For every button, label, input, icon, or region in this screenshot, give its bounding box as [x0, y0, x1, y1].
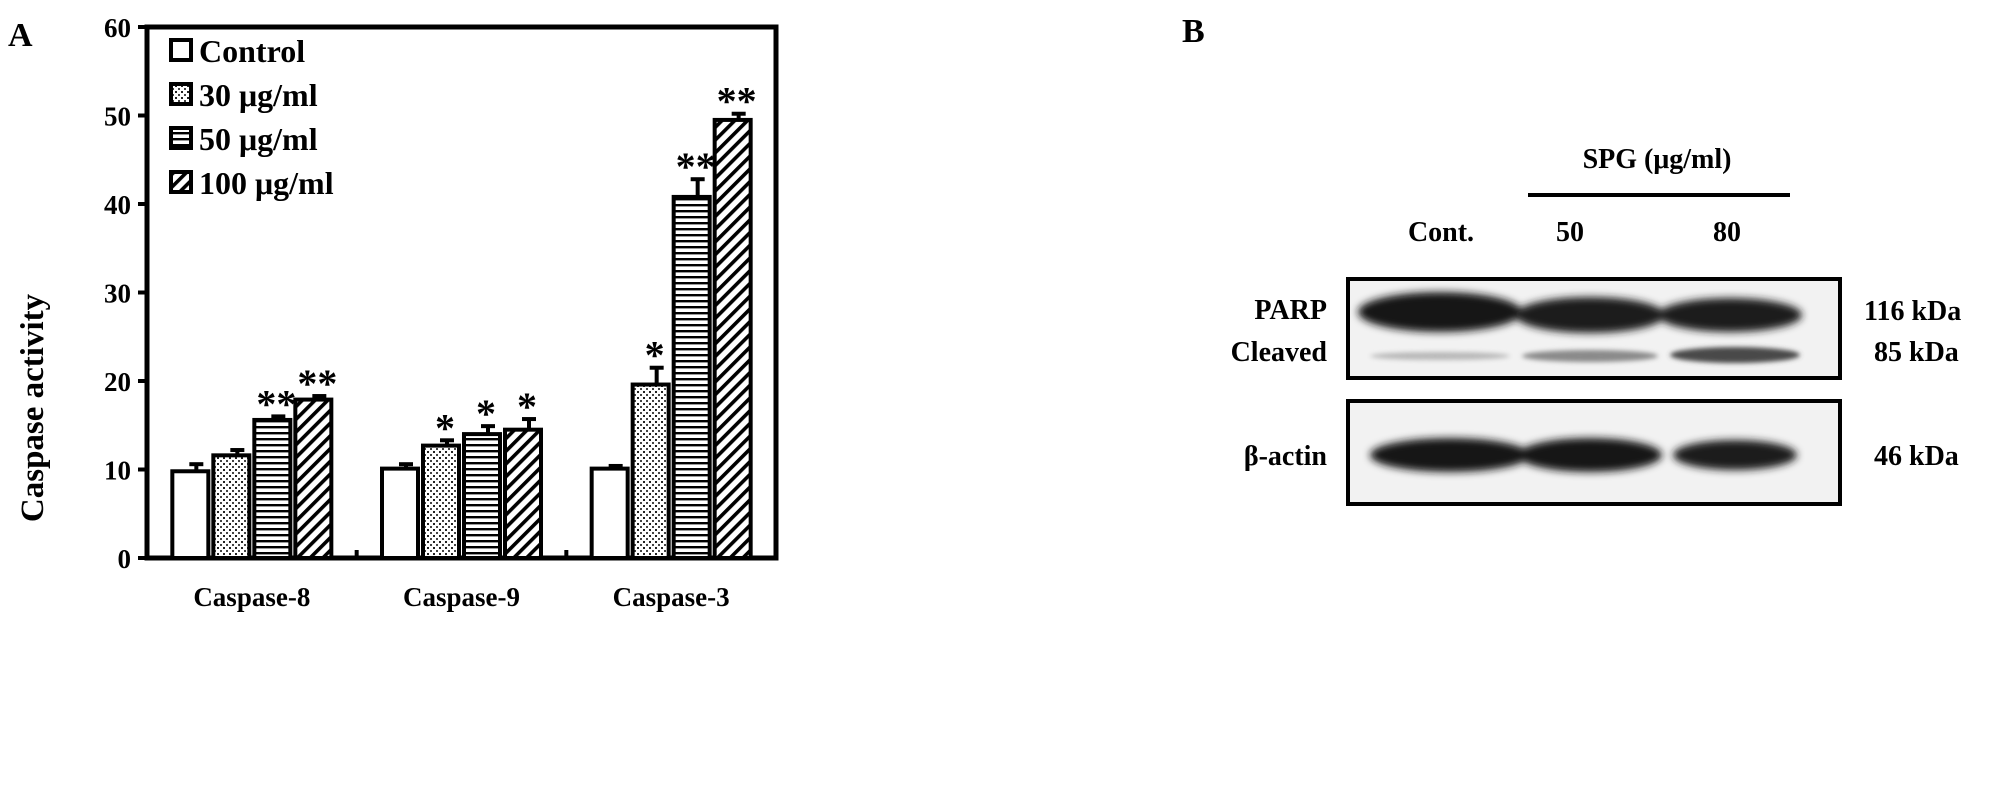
lane-label-80: 80 — [1713, 217, 1741, 248]
legend-label-50: 50 μg/ml — [199, 121, 318, 157]
row-label-parp: PARP — [1254, 295, 1327, 326]
size-label-46: 46 kDa — [1874, 441, 1959, 472]
series-control — [170, 462, 630, 560]
y-tick-label-10: 10 — [104, 456, 131, 486]
x-tick-label-caspase-8: Caspase-8 — [193, 582, 310, 612]
bar-caspase-3-100-g-ml — [712, 117, 753, 561]
significance-caspase-8-50-g-ml: ** — [256, 381, 296, 426]
y-axis-title: Caspase activity — [15, 293, 51, 522]
y-tick-label-0: 0 — [118, 544, 132, 574]
bar-caspase-3-50-g-ml — [671, 194, 712, 560]
y-tick-label-60: 60 — [104, 13, 131, 43]
legend-swatch-control — [169, 38, 193, 62]
bar-caspase-8-100-g-ml — [293, 397, 334, 560]
legend-item-50: 50 μg/ml — [169, 121, 318, 157]
parp-bands — [1358, 292, 1802, 333]
y-tick-label-50: 50 — [104, 102, 131, 132]
legend-item-100: 100 μg/ml — [169, 165, 334, 201]
x-tick-label-caspase-3: Caspase-3 — [613, 582, 730, 612]
actin-bands — [1370, 438, 1797, 472]
y-axis: 0 10 20 30 40 50 60 — [104, 13, 147, 574]
actin-band-cont — [1370, 438, 1530, 472]
x-axis: Caspase-8 Caspase-9 Caspase-3 — [193, 550, 730, 612]
significance-caspase-3-50-g-ml: ** — [676, 144, 716, 189]
size-label-85: 85 kDa — [1874, 337, 1959, 368]
parp-band-cont — [1358, 292, 1522, 332]
bar-caspase-8-30-g-ml — [211, 453, 252, 560]
treatment-label: SPG (μg/ml) — [1583, 144, 1732, 175]
y-tick-label-30: 30 — [104, 279, 131, 309]
bar-caspase-9-50-g-ml — [462, 432, 502, 561]
cleaved-bands — [1370, 347, 1800, 363]
panel-a-label: A — [8, 17, 33, 54]
y-tick-label-40: 40 — [104, 190, 131, 220]
bar-caspase-3-30-g-ml — [630, 382, 671, 561]
lane-label-50: 50 — [1556, 217, 1584, 248]
bar-caspase-9-30-g-ml — [421, 443, 461, 561]
series-30-g-ml: ** — [211, 333, 671, 561]
legend-item-control: Control — [169, 33, 305, 69]
cleaved-band-80 — [1670, 347, 1800, 363]
x-tick-label-caspase-9: Caspase-9 — [403, 582, 520, 612]
row-label-actin: β-actin — [1244, 441, 1328, 472]
lane-label-cont: Cont. — [1408, 217, 1474, 248]
significance-caspase-3-30-g-ml: * — [645, 333, 665, 378]
legend-label-30: 30 μg/ml — [199, 77, 318, 113]
cleaved-band-50 — [1522, 350, 1658, 362]
series-100-g-ml: ***** — [293, 79, 757, 561]
bar-caspase-3-control — [589, 466, 630, 560]
legend-label-100: 100 μg/ml — [199, 165, 334, 201]
y-tick-label-20: 20 — [104, 367, 131, 397]
legend-swatch-50 — [169, 126, 193, 150]
actin-blot: β-actin 46 kDa — [1244, 399, 1959, 506]
actin-band-50 — [1518, 438, 1662, 472]
significance-caspase-9-50-g-ml: * — [476, 391, 496, 436]
significance-caspase-9-30-g-ml: * — [435, 405, 455, 450]
legend-item-30: 30 μg/ml — [169, 77, 318, 113]
western-blot-panel: B SPG (μg/ml) Cont. 50 80 PARP Cleaved 1… — [1182, 13, 1961, 506]
parp-band-50 — [1515, 297, 1665, 333]
bar-caspase-9-control — [380, 466, 420, 560]
actin-band-80 — [1673, 440, 1797, 470]
legend: Control 30 μg/ml 50 μg/ml 100 μg/ml — [169, 33, 334, 201]
bar-series: **** ******** — [170, 79, 757, 561]
significance-caspase-8-100-g-ml: ** — [297, 361, 337, 406]
legend-label-control: Control — [199, 33, 305, 69]
significance-caspase-3-100-g-ml: ** — [717, 79, 757, 124]
cleaved-band-cont — [1370, 352, 1510, 360]
panel-b-label: B — [1182, 13, 1205, 50]
legend-swatch-30 — [169, 82, 193, 106]
bar-caspase-9-100-g-ml — [503, 427, 543, 560]
legend-swatch-100 — [169, 170, 193, 194]
series-50-g-ml: ** *** — [252, 144, 716, 561]
bar-caspase-8-control — [170, 469, 211, 560]
row-label-cleaved: Cleaved — [1231, 337, 1328, 368]
significance-caspase-9-100-g-ml: * — [517, 384, 537, 429]
bar-caspase-8-50-g-ml — [252, 417, 293, 560]
parp-band-80 — [1658, 298, 1802, 332]
size-label-116: 116 kDa — [1864, 296, 1961, 327]
parp-blot: PARP Cleaved 116 kDa 85 kDa — [1231, 277, 1961, 380]
